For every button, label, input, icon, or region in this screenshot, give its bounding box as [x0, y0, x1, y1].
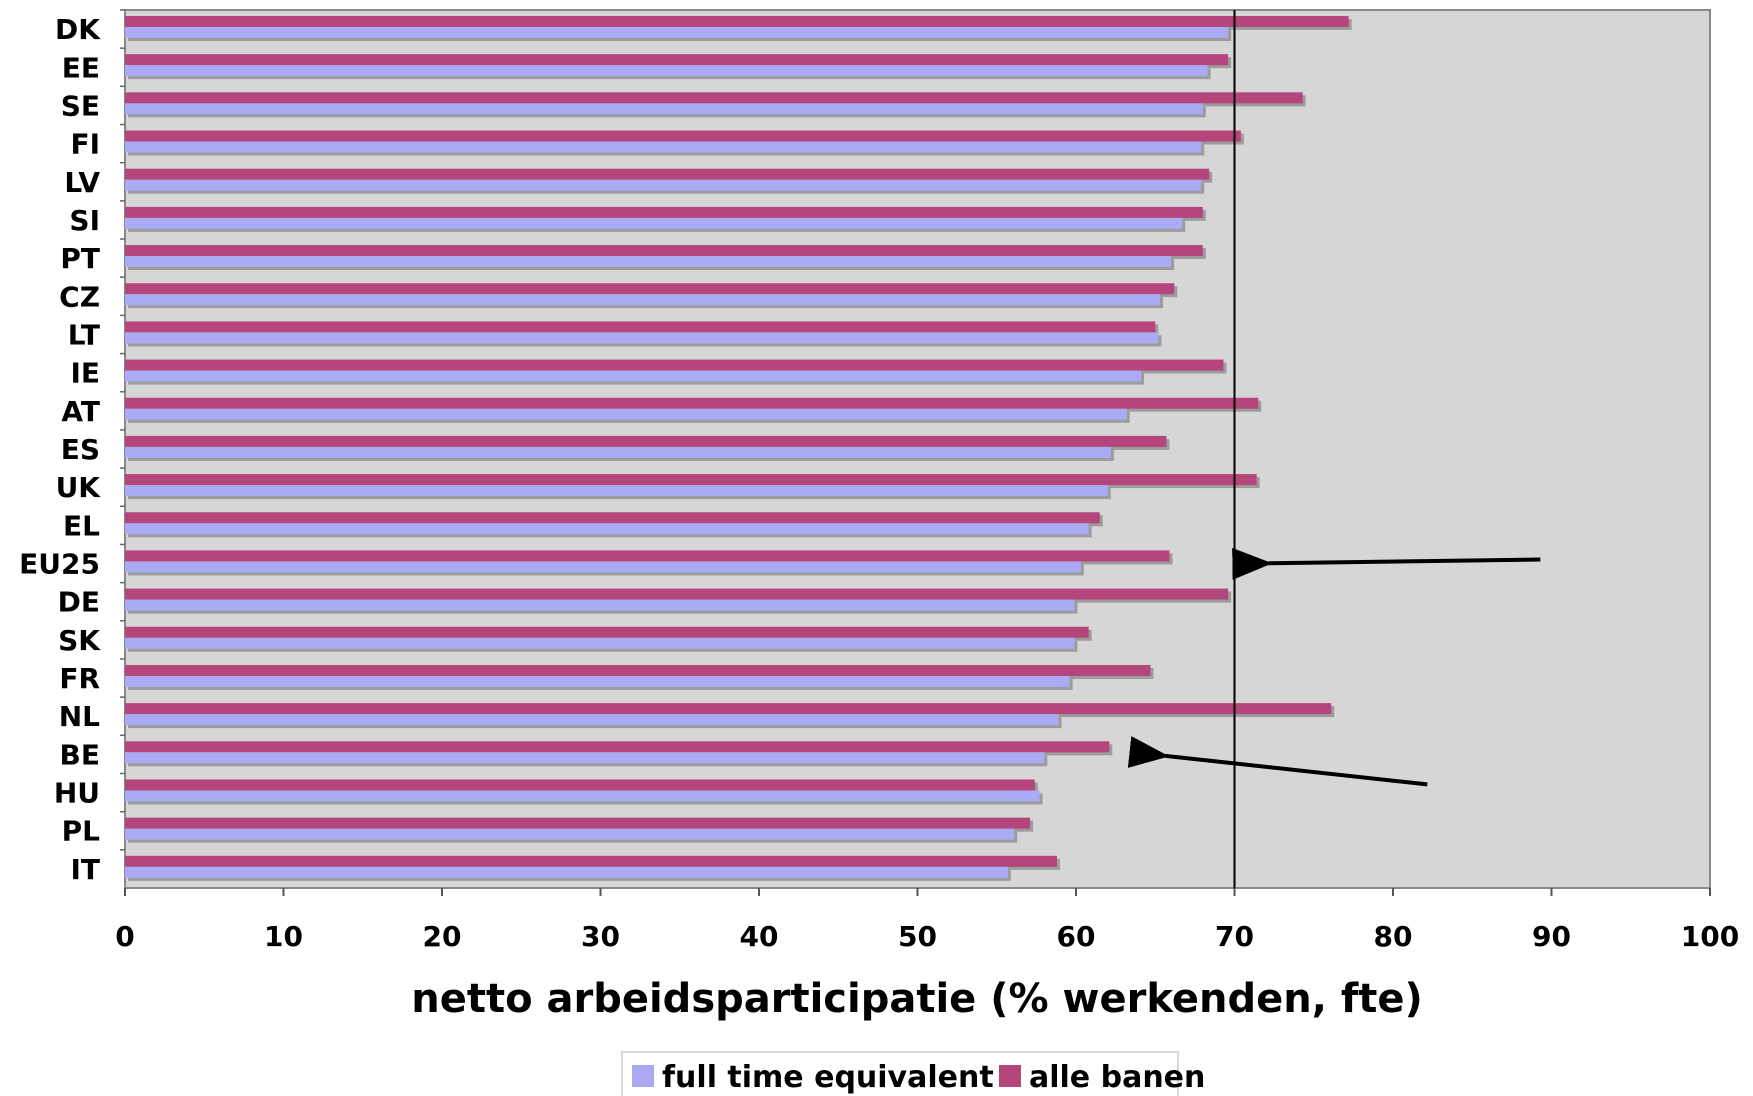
bar-pl-full-time-equivalent [125, 828, 1015, 840]
x-tick-label-40: 40 [740, 920, 779, 953]
category-label-sk: SK [58, 624, 101, 657]
x-tick-label-0: 0 [115, 920, 134, 953]
category-label-lt: LT [68, 318, 100, 351]
category-label-be: BE [60, 738, 100, 771]
arrow-eu25 [1232, 547, 1541, 580]
x-tick-label-30: 30 [581, 920, 620, 953]
category-labels: DK EE SE FI LV SI PT CZ LT IE AT ES UK EL EU25 DE SK FR NL… [19, 9, 125, 886]
x-tick-label-70: 70 [1215, 920, 1254, 953]
legend-label-alle-banen: alle banen [1029, 1060, 1205, 1095]
bar-at-alle-banen [125, 397, 1259, 409]
bar-fr-full-time-equivalent [125, 675, 1070, 687]
bar-de-alle-banen [125, 588, 1229, 600]
bar-uk-alle-banen [125, 474, 1257, 486]
category-label-se: SE [61, 89, 100, 122]
legend-swatch-fte [632, 1065, 654, 1087]
bar-pl-alle-banen [125, 817, 1031, 829]
bar-se-full-time-equivalent [125, 103, 1203, 115]
bar-sk-alle-banen [125, 626, 1089, 638]
bar-es-alle-banen [125, 435, 1167, 447]
bar-dk-full-time-equivalent [125, 27, 1229, 38]
category-label-es: ES [61, 433, 100, 466]
bar-hu-alle-banen [125, 779, 1035, 791]
bar-ie-alle-banen [125, 359, 1224, 371]
category-label-nl: NL [59, 700, 100, 733]
bar-ee-full-time-equivalent [125, 65, 1208, 77]
arrow-be [1127, 736, 1428, 787]
bar-nl-alle-banen [125, 703, 1332, 715]
bar-fr-alle-banen [125, 664, 1151, 676]
legend-swatch-alle-banen [999, 1065, 1021, 1087]
bar-nl-full-time-equivalent [125, 714, 1059, 726]
bars-group [125, 16, 1352, 881]
category-label-it: IT [70, 853, 100, 886]
bar-cz-full-time-equivalent [125, 294, 1161, 306]
category-label-ie: IE [70, 357, 100, 390]
bar-fi-alle-banen [125, 130, 1241, 142]
category-label-hu: HU [54, 777, 100, 810]
bar-hu-full-time-equivalent [125, 790, 1040, 802]
category-label-at: AT [61, 395, 100, 428]
arrows-group [1127, 547, 1541, 787]
bar-lv-full-time-equivalent [125, 179, 1202, 191]
x-tick-label-100: 100 [1681, 920, 1739, 953]
bar-eu25-full-time-equivalent [125, 561, 1081, 573]
category-label-pl: PL [62, 815, 101, 848]
bar-lt-alle-banen [125, 321, 1156, 333]
bar-el-full-time-equivalent [125, 523, 1089, 535]
category-label-de: DE [58, 586, 100, 619]
bar-pt-alle-banen [125, 245, 1203, 257]
x-tick-label-90: 90 [1532, 920, 1571, 953]
category-label-dk: DK [55, 13, 101, 46]
bar-lv-alle-banen [125, 168, 1210, 180]
category-label-fi: FI [70, 128, 100, 161]
x-axis: 0 10 20 30 40 50 60 70 80 90 100 [115, 888, 1739, 953]
x-tick-label-60: 60 [1057, 920, 1096, 953]
category-label-uk: UK [56, 471, 102, 504]
bar-fi-full-time-equivalent [125, 141, 1202, 153]
bar-at-full-time-equivalent [125, 408, 1127, 420]
bar-si-alle-banen [125, 206, 1203, 218]
category-label-cz: CZ [59, 280, 100, 313]
x-tick-label-20: 20 [423, 920, 462, 953]
bar-sk-full-time-equivalent [125, 637, 1075, 649]
category-label-el: EL [63, 509, 100, 542]
bar-se-alle-banen [125, 92, 1303, 104]
bar-el-alle-banen [125, 512, 1100, 524]
category-label-pt: PT [60, 242, 100, 275]
legend-box [621, 1051, 1179, 1096]
bar-uk-full-time-equivalent [125, 485, 1108, 497]
bar-dk-alle-banen [125, 16, 1349, 27]
bar-ee-alle-banen [125, 54, 1229, 66]
bar-eu25-alle-banen [125, 550, 1170, 562]
category-label-si: SI [69, 204, 100, 237]
category-label-eu25: EU25 [19, 548, 100, 581]
legend-label-fte: full time equivalent [662, 1060, 994, 1095]
bar-es-full-time-equivalent [125, 446, 1111, 458]
bar-de-full-time-equivalent [125, 599, 1075, 611]
category-label-ee: EE [62, 51, 100, 84]
x-tick-label-50: 50 [898, 920, 937, 953]
bar-cz-alle-banen [125, 283, 1175, 295]
bar-pt-full-time-equivalent [125, 256, 1172, 268]
bar-it-full-time-equivalent [125, 866, 1008, 878]
bar-it-alle-banen [125, 855, 1057, 867]
legend: full time equivalent alle banen [621, 1051, 1205, 1096]
x-tick-label-80: 80 [1374, 920, 1413, 953]
bar-lt-full-time-equivalent [125, 332, 1159, 344]
bar-si-full-time-equivalent [125, 217, 1183, 229]
bar-be-alle-banen [125, 741, 1110, 753]
category-label-fr: FR [59, 662, 100, 695]
category-label-lv: LV [64, 166, 100, 199]
x-tick-label-10: 10 [264, 920, 303, 953]
x-axis-title: netto arbeidsparticipatie (% werkenden, … [411, 976, 1423, 1022]
bar-ie-full-time-equivalent [125, 370, 1141, 382]
bar-be-full-time-equivalent [125, 752, 1045, 764]
